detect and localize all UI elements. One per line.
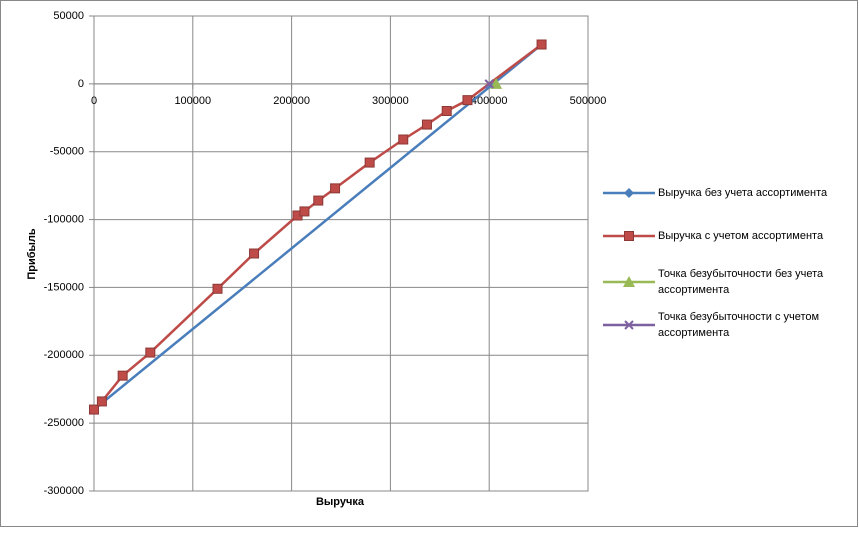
legend-label: Точка безубыточности с учетом ассортимент… [658, 311, 819, 339]
marker [441, 106, 452, 116]
marker [490, 77, 503, 89]
x-tick-label: 200000 [273, 95, 310, 107]
legend-label: Выручка с учетом ассортимента [658, 230, 824, 242]
marker [624, 188, 634, 198]
x-tick-label: 500000 [570, 95, 607, 107]
series-line [93, 43, 543, 411]
marker [398, 134, 409, 145]
x-axis-title: Выручка [316, 496, 365, 508]
marker [96, 396, 107, 407]
y-tick-label: -250000 [44, 417, 84, 429]
x-tick-label: 300000 [372, 95, 409, 107]
legend-line-text: Точка безубыточности с учетом [658, 311, 819, 323]
marker [624, 320, 634, 330]
marker [249, 248, 260, 259]
marker [313, 195, 324, 206]
legend-line-text: ассортимента [658, 327, 730, 339]
legend-label: Точка безубыточности без учета ассортимен… [658, 268, 824, 296]
marker [462, 95, 473, 106]
plot-area [93, 15, 589, 492]
y-tick-label: -150000 [44, 281, 84, 293]
marker [421, 119, 432, 130]
legend-line-text: Точка безубыточности без учета [658, 268, 824, 280]
marker [623, 276, 635, 287]
x-tick-label: 400000 [471, 95, 508, 107]
legend-line-text: ассортимента [658, 284, 730, 296]
legend-label: Выручка без учета ассортимента [658, 187, 828, 199]
y-tick-label: -300000 [44, 485, 84, 497]
x-tick-label: 0 [91, 95, 97, 107]
y-tick-label: -200000 [44, 349, 84, 361]
y-tick-label: 0 [78, 78, 84, 90]
series-line [93, 43, 543, 411]
marker [212, 283, 223, 294]
marker [330, 183, 341, 194]
marker [536, 39, 547, 50]
y-tick-label: -50000 [50, 146, 84, 158]
marker [624, 231, 634, 241]
marker [299, 206, 310, 217]
y-tick-label: -100000 [44, 213, 84, 225]
marker [145, 347, 156, 358]
y-tick-label: 50000 [53, 10, 84, 22]
x-tick-label: 100000 [174, 95, 211, 107]
marker [364, 157, 375, 168]
marker [484, 79, 494, 89]
y-axis-title: Прибыль [26, 228, 38, 280]
marker [89, 404, 99, 415]
marker [117, 370, 128, 381]
